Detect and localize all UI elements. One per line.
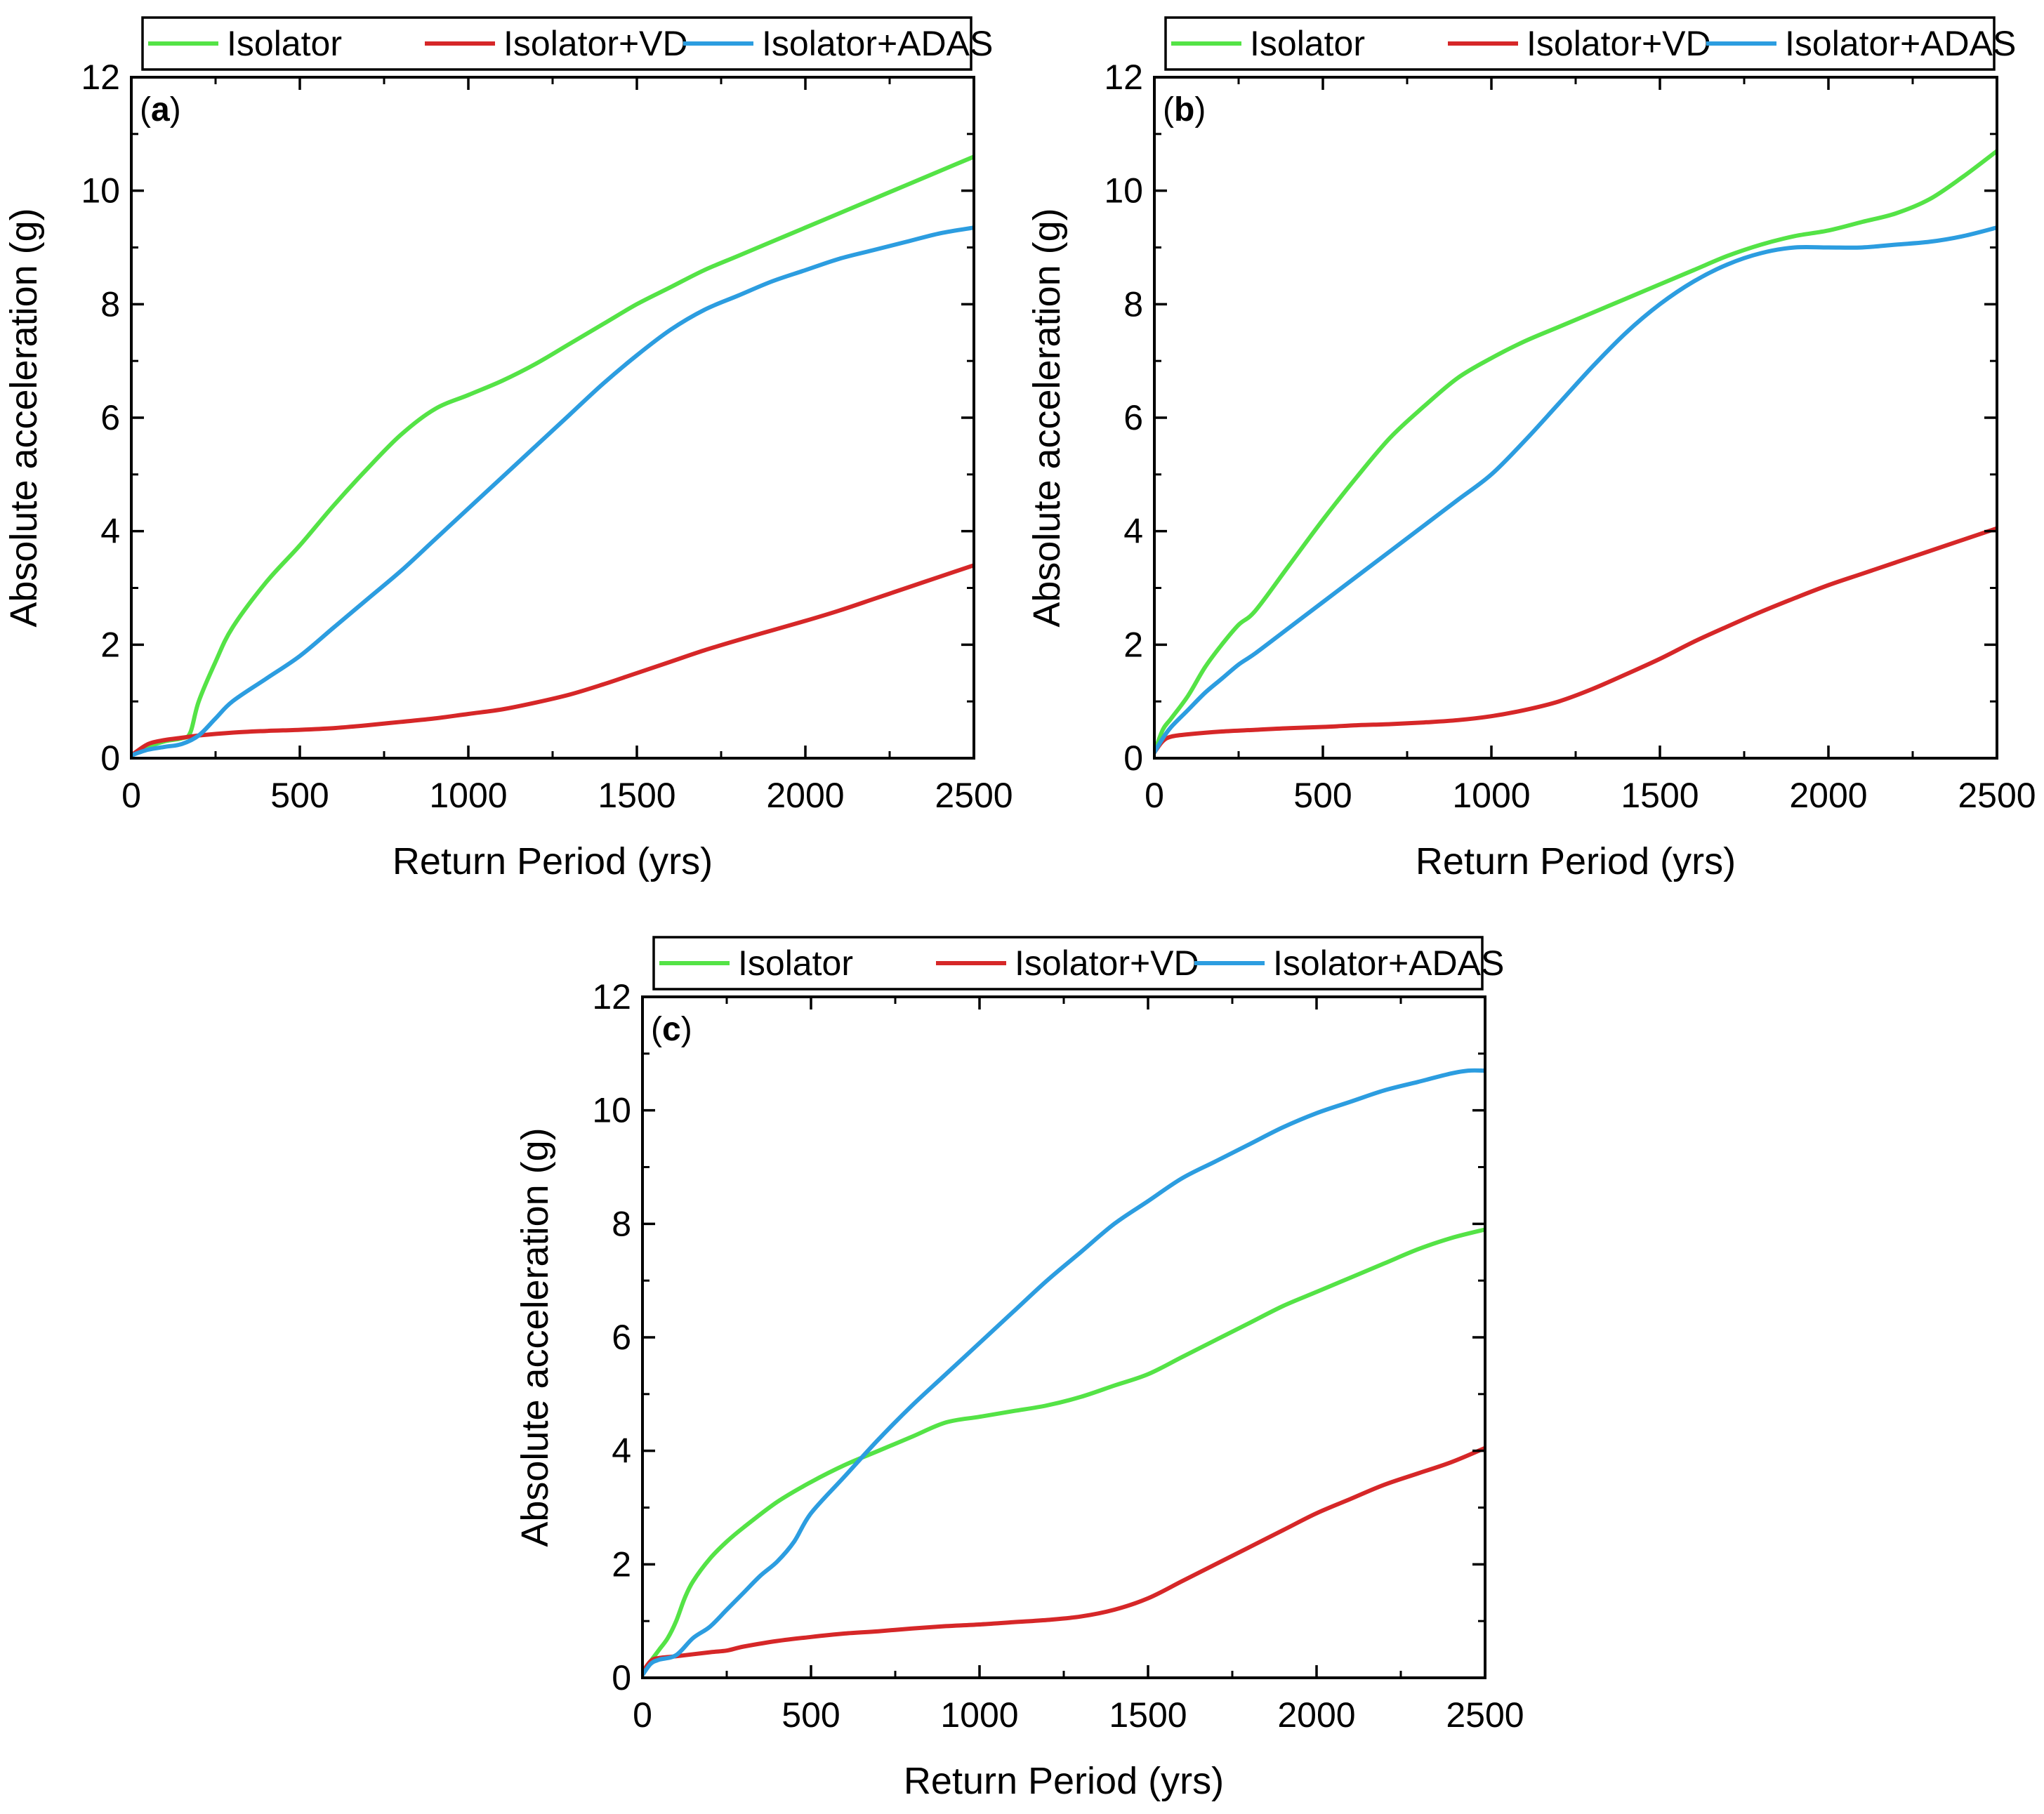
y-tick-label: 10: [81, 171, 120, 211]
plot-frame: [1153, 76, 1998, 760]
chart-panel-b: 0 500 1000 1500 2000 2500 0 2 4 6 8 10 12 (b) Return P…: [1026, 16, 2036, 882]
legend-box: [652, 936, 1484, 991]
y-tick-label: 2: [1123, 625, 1143, 664]
legend-label: Isolator+VD: [503, 24, 688, 63]
x-tick-label: 2000: [1789, 776, 1867, 815]
series-line-isolator-plus-adas: [131, 225, 974, 757]
y-tick-label: 2: [100, 625, 120, 664]
y-tick-label: 6: [1123, 398, 1143, 437]
x-tick-label: 2500: [935, 776, 1013, 815]
legend-label: Isolator: [1250, 24, 1365, 63]
x-axis-label: Return Period (yrs): [904, 1760, 1224, 1802]
series-line-isolator-plus-adas: [1154, 225, 1997, 755]
legend-label: Isolator+ADAS: [1785, 24, 2016, 63]
y-axis-label: Absolute acceleration (g): [1026, 208, 1068, 627]
y-tick-label: 4: [100, 512, 120, 551]
legend-box: [1164, 16, 1996, 71]
legend-label: Isolator+ADAS: [1273, 944, 1504, 983]
x-tick-label: 2500: [1446, 1695, 1524, 1735]
series-line-isolator-plus-vd: [642, 1445, 1485, 1674]
y-axis-label: Absolute acceleration (g): [3, 208, 45, 627]
legend-label: Isolator: [738, 944, 853, 983]
series-line-isolator: [1154, 149, 1997, 755]
x-axis-label: Return Period (yrs): [1416, 840, 1736, 882]
panel-label: (b): [1163, 91, 1206, 128]
x-tick-label: 500: [782, 1695, 840, 1735]
y-tick-label: 12: [81, 58, 120, 97]
x-axis-label: Return Period (yrs): [393, 840, 713, 882]
y-tick-label: 0: [1123, 739, 1143, 778]
legend-label: Isolator+VD: [1015, 944, 1199, 983]
chart-panel-c: 0 500 1000 1500 2000 2500 0 2 4 6 8 10 12 (c) Return P…: [514, 936, 1524, 1802]
y-tick-label: 8: [1123, 284, 1143, 324]
x-tick-label: 1500: [598, 776, 675, 815]
x-tick-label: 1000: [429, 776, 507, 815]
x-tick-label: 2000: [766, 776, 844, 815]
panel-label: (a): [140, 91, 181, 128]
x-tick-label: 2000: [1277, 1695, 1355, 1735]
y-tick-label: 10: [592, 1091, 631, 1130]
y-tick-label: 2: [612, 1544, 631, 1584]
series-line-isolator: [642, 1227, 1485, 1674]
legend-box: [141, 16, 972, 71]
y-tick-label: 8: [612, 1204, 631, 1243]
y-axis-label: Absolute acceleration (g): [514, 1127, 556, 1547]
series-line-isolator-plus-vd: [1154, 526, 1997, 755]
x-tick-label: 0: [1145, 776, 1164, 815]
x-tick-label: 0: [633, 1695, 652, 1735]
x-tick-label: 500: [270, 776, 329, 815]
x-tick-label: 1500: [1621, 776, 1699, 815]
plot-frame: [130, 76, 975, 760]
series-line-isolator-plus-vd: [131, 563, 974, 757]
legend-label: Isolator+ADAS: [762, 24, 993, 63]
y-tick-label: 0: [100, 739, 120, 778]
legend-label: Isolator: [227, 24, 342, 63]
x-tick-label: 1500: [1109, 1695, 1187, 1735]
x-tick-label: 500: [1293, 776, 1352, 815]
x-tick-label: 0: [121, 776, 141, 815]
chart-panel-a: 0 500 1000 1500 2000 2500 0 2 4 6 8 10 12 (a) Return P…: [3, 16, 1013, 882]
y-tick-label: 12: [1104, 58, 1143, 97]
panel-label: (c): [651, 1011, 692, 1048]
x-tick-label: 2500: [1958, 776, 2036, 815]
series-line-isolator-plus-adas: [642, 1068, 1485, 1677]
series-line-isolator: [131, 154, 974, 757]
y-tick-label: 0: [612, 1658, 631, 1697]
y-tick-label: 6: [100, 398, 120, 437]
y-tick-label: 8: [100, 284, 120, 324]
y-tick-label: 4: [1123, 512, 1143, 551]
legend-label: Isolator+VD: [1527, 24, 1711, 63]
x-tick-label: 1000: [940, 1695, 1018, 1735]
y-tick-label: 10: [1104, 171, 1143, 211]
y-tick-label: 12: [592, 977, 631, 1017]
y-tick-label: 4: [612, 1431, 631, 1471]
y-tick-label: 6: [612, 1318, 631, 1357]
x-tick-label: 1000: [1452, 776, 1530, 815]
